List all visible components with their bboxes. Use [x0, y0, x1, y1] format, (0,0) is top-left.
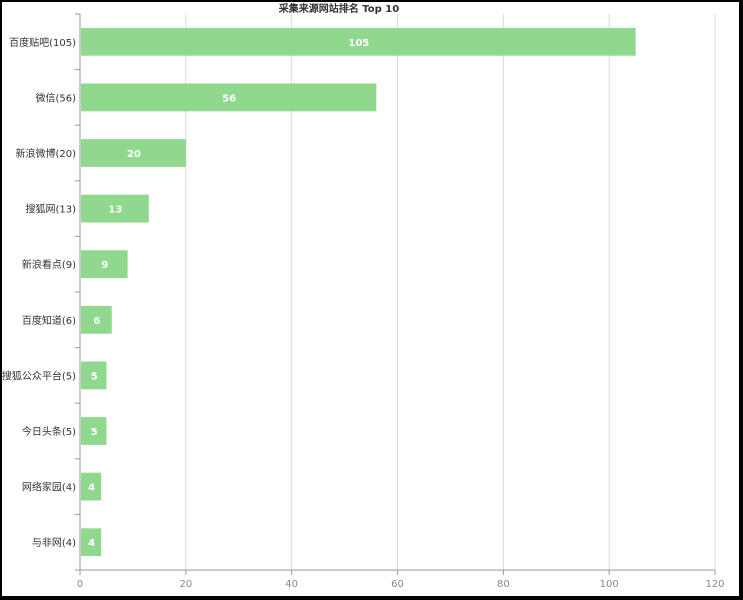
category-label: 网络家园(4) [22, 481, 76, 494]
x-tick-label: 0 [77, 579, 83, 590]
chart-title: 采集来源网站排名 Top 10 [278, 2, 399, 15]
axes: 0 20 40 60 80 100 120 百度贴吧(105) 微信(56) 新浪微博(20) 搜狐… [2, 13, 725, 590]
bar-value-label: 5 [91, 371, 98, 382]
bar [81, 83, 377, 112]
bar [81, 250, 128, 279]
bar [81, 27, 636, 56]
x-tick-label: 40 [285, 579, 298, 590]
x-tick-label: 120 [705, 579, 724, 590]
category-label: 新浪看点(9) [22, 258, 76, 271]
x-tick-label: 100 [600, 579, 619, 590]
category-label: 百度知道(6) [22, 314, 76, 327]
bar-value-label: 13 [108, 205, 122, 216]
bar-value-label: 4 [88, 538, 95, 549]
bar-value-label: 5 [91, 427, 98, 438]
category-label: 今日头条(5) [22, 425, 76, 438]
category-label: 搜狐网(13) [25, 203, 76, 216]
bar [81, 194, 149, 223]
bar [81, 361, 107, 390]
bar-value-label: 20 [127, 149, 141, 160]
bar [81, 305, 112, 334]
category-label: 新浪微博(20) [15, 147, 76, 160]
bar [81, 139, 186, 167]
bar-value-label: 105 [348, 38, 369, 49]
bar [81, 528, 102, 557]
bars: 105 56 20 13 9 6 5 5 4 4 [81, 27, 636, 557]
x-tick-label: 80 [497, 579, 510, 590]
x-tick-label: 60 [391, 579, 404, 590]
category-label: 微信(56) [35, 91, 76, 104]
bar-value-label: 56 [222, 93, 236, 104]
category-label: 搜狐公众平台(5) [2, 369, 76, 382]
category-label: 百度贴吧(105) [9, 36, 76, 49]
bar-value-label: 9 [101, 260, 108, 271]
bar-value-label: 4 [88, 483, 95, 494]
bar [81, 417, 107, 445]
x-tick-label: 20 [179, 579, 192, 590]
category-label: 与非网(4) [32, 537, 76, 549]
bar [81, 472, 102, 501]
bar-value-label: 6 [93, 316, 100, 327]
